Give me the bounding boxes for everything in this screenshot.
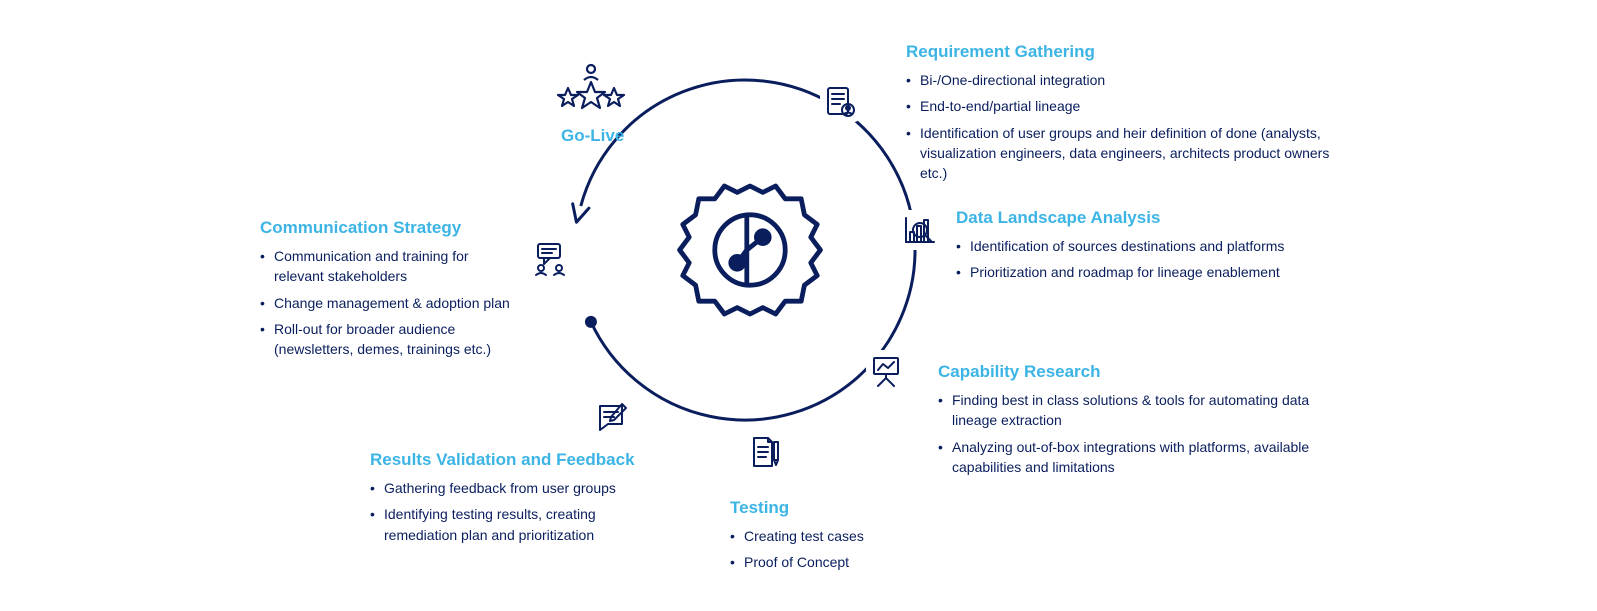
star-person-icon: [556, 62, 626, 112]
document-person-icon: [820, 82, 860, 122]
section-title: Testing: [730, 498, 990, 518]
section-bullets: Creating test cases Proof of Concept: [730, 526, 990, 573]
bullet: Creating test cases: [730, 526, 990, 546]
section-land: Data Landscape Analysis Identification of…: [956, 208, 1366, 289]
section-title: Data Landscape Analysis: [956, 208, 1366, 228]
bullet: Change management & adoption plan: [260, 293, 520, 313]
doc-pencil-icon: [744, 432, 784, 472]
bullet: Gathering feedback from user groups: [370, 478, 670, 498]
section-bullets: Finding best in class solutions & tools …: [938, 390, 1338, 477]
bullet: Identification of user groups and heir d…: [906, 123, 1336, 184]
section-bullets: Gathering feedback from user groups Ident…: [370, 478, 670, 545]
golive-label: Go-Live: [561, 126, 624, 146]
section-bullets: Communication and training for relevant …: [260, 246, 520, 359]
bullet: End-to-end/partial lineage: [906, 96, 1336, 116]
process-cycle-diagram: Go-Live Requirement GatheringBi-/One-: [0, 0, 1597, 611]
bar-magnify-icon: [900, 210, 940, 250]
bullet: Communication and training for relevant …: [260, 246, 520, 287]
section-comm: Communication Strategy Communication and …: [260, 218, 520, 365]
section-bullets: Bi-/One-directional integration End-to-en…: [906, 70, 1336, 183]
gear-network-icon: [670, 170, 830, 330]
bullet: Analyzing out-of-box integrations with p…: [938, 437, 1338, 478]
section-test: Testing Creating test cases Proof of Conce…: [730, 498, 990, 579]
section-bullets: Identification of sources destinations a…: [956, 236, 1366, 283]
bullet: Roll-out for broader audience (newslette…: [260, 319, 520, 360]
section-title: Communication Strategy: [260, 218, 520, 238]
section-title: Requirement Gathering: [906, 42, 1336, 62]
section-title: Results Validation and Feedback: [370, 450, 670, 470]
section-val: Results Validation and Feedback Gathering…: [370, 450, 670, 551]
section-title: Capability Research: [938, 362, 1338, 382]
bullet: Finding best in class solutions & tools …: [938, 390, 1338, 431]
bullet: Identifying testing results, creating re…: [370, 504, 670, 545]
note-pencil-icon: [592, 398, 632, 438]
bullet: Prioritization and roadmap for lineage e…: [956, 262, 1366, 282]
bullet: Proof of Concept: [730, 552, 990, 572]
board-easel-icon: [866, 350, 906, 390]
chat-people-icon: [530, 238, 570, 278]
section-cap: Capability Research Finding best in class…: [938, 362, 1338, 483]
bullet: Identification of sources destinations a…: [956, 236, 1366, 256]
section-req: Requirement Gathering Bi-/One-directional…: [906, 42, 1336, 189]
bullet: Bi-/One-directional integration: [906, 70, 1336, 90]
